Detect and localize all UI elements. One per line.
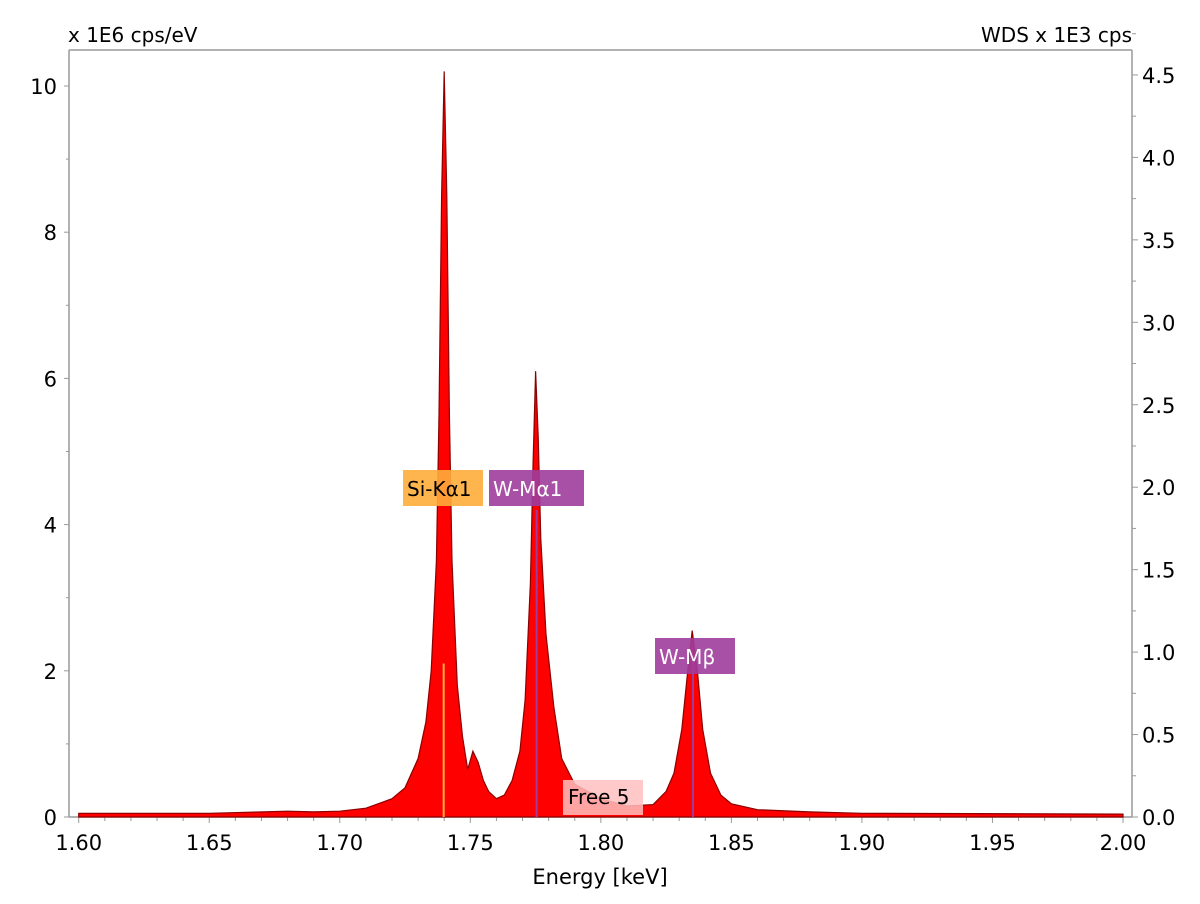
y-right-tick-label: 1.0: [1142, 641, 1175, 665]
x-tick-label: 1.90: [839, 831, 886, 855]
annotation-label: W-Mβ: [659, 645, 715, 669]
y-right-tick-label: 3.5: [1142, 229, 1175, 253]
annotation-box: [489, 470, 584, 506]
y-left-tick-label: 8: [44, 221, 57, 245]
right-axis-unit: WDS x 1E3 cps: [981, 23, 1132, 47]
y-right-tick-label: 4.0: [1142, 146, 1175, 170]
y-left-tick-label: 2: [44, 660, 57, 684]
x-tick-label: 1.80: [577, 831, 624, 855]
y-left-tick-label: 0: [44, 806, 57, 830]
annotation-label-free-5: Free 5: [568, 785, 630, 809]
x-tick-label: 1.75: [447, 831, 494, 855]
left-axis-unit: x 1E6 cps/eV: [68, 23, 198, 47]
x-tick-label: 1.85: [708, 831, 755, 855]
annotation-box: [655, 638, 735, 674]
spectrum-area: [78, 71, 1124, 818]
annotation-box: [403, 470, 483, 506]
y-right-tick-label: 1.5: [1142, 559, 1175, 583]
y-left-tick-label: 10: [30, 75, 57, 99]
y-left-tick-label: 6: [44, 367, 57, 391]
x-tick-label: 1.70: [316, 831, 363, 855]
y-right-tick-label: 2.5: [1142, 394, 1175, 418]
x-tick-label: 2.00: [1100, 831, 1147, 855]
y-right-tick-label: 2.0: [1142, 476, 1175, 500]
annotation-label: Si-Kα1: [407, 477, 472, 501]
y-right-tick-label: 4.5: [1142, 64, 1175, 88]
y-right-tick-label: 0.0: [1142, 806, 1175, 830]
annotation-box-free-5: [563, 780, 643, 815]
x-axis-label: Energy [keV]: [532, 865, 667, 889]
annotation-label: W-Mα1: [493, 477, 562, 501]
x-tick-label: 1.95: [969, 831, 1016, 855]
y-right-tick-label: 0.5: [1142, 724, 1175, 748]
x-tick-label: 1.65: [186, 831, 233, 855]
y-right-tick-label: 3.0: [1142, 311, 1175, 335]
y-left-tick-label: 4: [44, 514, 57, 538]
x-tick-label: 1.60: [55, 831, 102, 855]
